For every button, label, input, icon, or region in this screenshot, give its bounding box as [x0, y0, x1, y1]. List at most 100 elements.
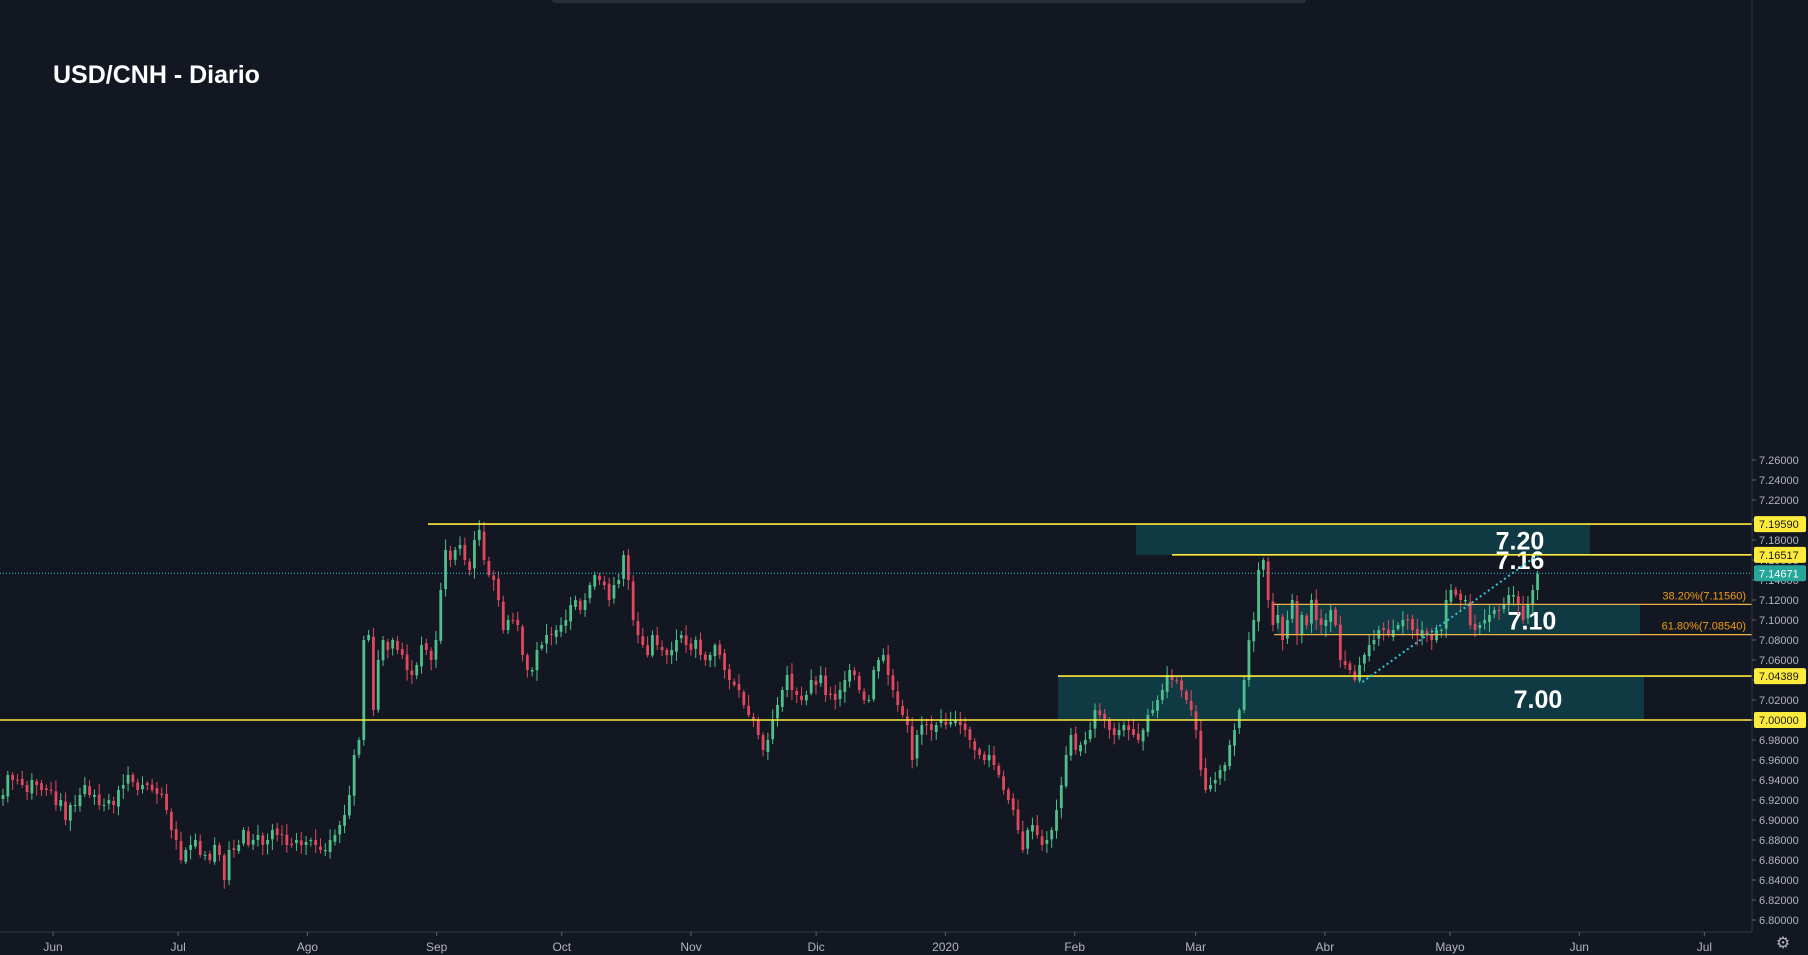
candle — [309, 837, 313, 847]
candle — [280, 825, 284, 846]
candle — [684, 625, 688, 654]
candle — [184, 847, 188, 865]
candle-body — [1122, 725, 1126, 731]
candle-body — [1271, 601, 1275, 625]
candle — [376, 649, 380, 713]
candle-body — [944, 721, 948, 725]
candle — [1261, 557, 1265, 578]
candle-body — [54, 791, 58, 805]
candle-body — [877, 660, 880, 672]
candle — [646, 636, 650, 658]
candle — [1242, 675, 1246, 714]
candle-body — [752, 716, 755, 720]
top-toolbar-handle[interactable] — [552, 0, 1306, 3]
candle — [487, 556, 491, 578]
candle-body — [901, 706, 904, 715]
candle-body — [963, 723, 967, 730]
candle-body — [679, 635, 683, 639]
candle-body — [978, 749, 981, 755]
candle — [1420, 621, 1424, 646]
trend-line[interactable] — [1361, 554, 1539, 683]
candle-body — [83, 785, 87, 794]
fib-label: 38.20%(7.11560) — [1662, 590, 1746, 602]
candle-body — [1459, 593, 1462, 600]
candle-body — [1213, 780, 1217, 784]
candle — [569, 596, 573, 630]
candle-body — [1088, 730, 1092, 740]
candle — [776, 697, 779, 727]
candle — [343, 804, 346, 834]
candle-body — [391, 640, 395, 649]
candle-body — [1218, 770, 1222, 779]
x-tick-label: Nov — [680, 940, 701, 954]
candle — [997, 762, 1001, 779]
candle-body — [1069, 735, 1073, 756]
candle — [694, 636, 698, 659]
candle-body — [222, 855, 226, 880]
candle-body — [713, 645, 717, 657]
candle-body — [1021, 831, 1025, 850]
candle-body — [1507, 595, 1511, 604]
x-tick-label: Mayo — [1435, 940, 1465, 954]
candle — [1069, 727, 1073, 761]
candle — [939, 709, 943, 728]
candle — [203, 850, 207, 861]
candle — [367, 630, 371, 643]
candle — [737, 674, 741, 698]
y-tick-label: 6.92000 — [1759, 795, 1799, 807]
candle — [242, 827, 245, 847]
candle-body — [949, 722, 953, 725]
candle-body — [1, 795, 5, 799]
candle — [819, 666, 823, 687]
gear-icon[interactable]: ⚙ — [1775, 933, 1791, 952]
candle — [1459, 589, 1462, 611]
candle — [194, 833, 197, 849]
candle — [838, 681, 842, 707]
candle-body — [1387, 629, 1390, 635]
candle-body — [295, 840, 298, 844]
candle — [925, 718, 929, 735]
candle-body — [987, 755, 991, 761]
x-tick-label: Dic — [807, 940, 824, 954]
candle-body — [1204, 768, 1208, 790]
candle — [665, 647, 669, 665]
candle — [1497, 605, 1501, 620]
candle-body — [675, 640, 678, 652]
candle — [453, 546, 457, 566]
candle — [593, 571, 597, 590]
candle-body — [194, 840, 197, 847]
candle-body — [1059, 785, 1063, 809]
price-zone — [1277, 604, 1640, 635]
candle-body — [189, 845, 193, 850]
candle-body — [1367, 645, 1371, 657]
candle — [795, 687, 799, 704]
candle-body — [280, 834, 284, 836]
candle-body — [227, 850, 231, 881]
candle-body — [121, 785, 125, 789]
candle — [1045, 831, 1049, 853]
candle — [299, 831, 303, 855]
candle-body — [1516, 596, 1520, 605]
candle — [732, 678, 736, 688]
candle — [415, 662, 419, 680]
candle-body — [814, 680, 818, 685]
candle-body — [824, 675, 828, 695]
candle — [448, 545, 452, 568]
candle — [1180, 676, 1183, 698]
candle-body — [554, 630, 558, 637]
candle — [540, 641, 544, 651]
x-tick-label: Jun — [43, 940, 62, 954]
candle-body — [1127, 725, 1131, 730]
candle-body — [1286, 620, 1289, 639]
candle — [1112, 722, 1116, 745]
candle-body — [458, 545, 462, 549]
candle — [1271, 592, 1275, 632]
candle — [1199, 720, 1203, 777]
y-tick-label: 6.80000 — [1759, 915, 1799, 927]
candle — [40, 780, 43, 796]
candle-body — [1310, 600, 1313, 624]
candle — [25, 780, 29, 801]
candle — [1396, 622, 1400, 632]
